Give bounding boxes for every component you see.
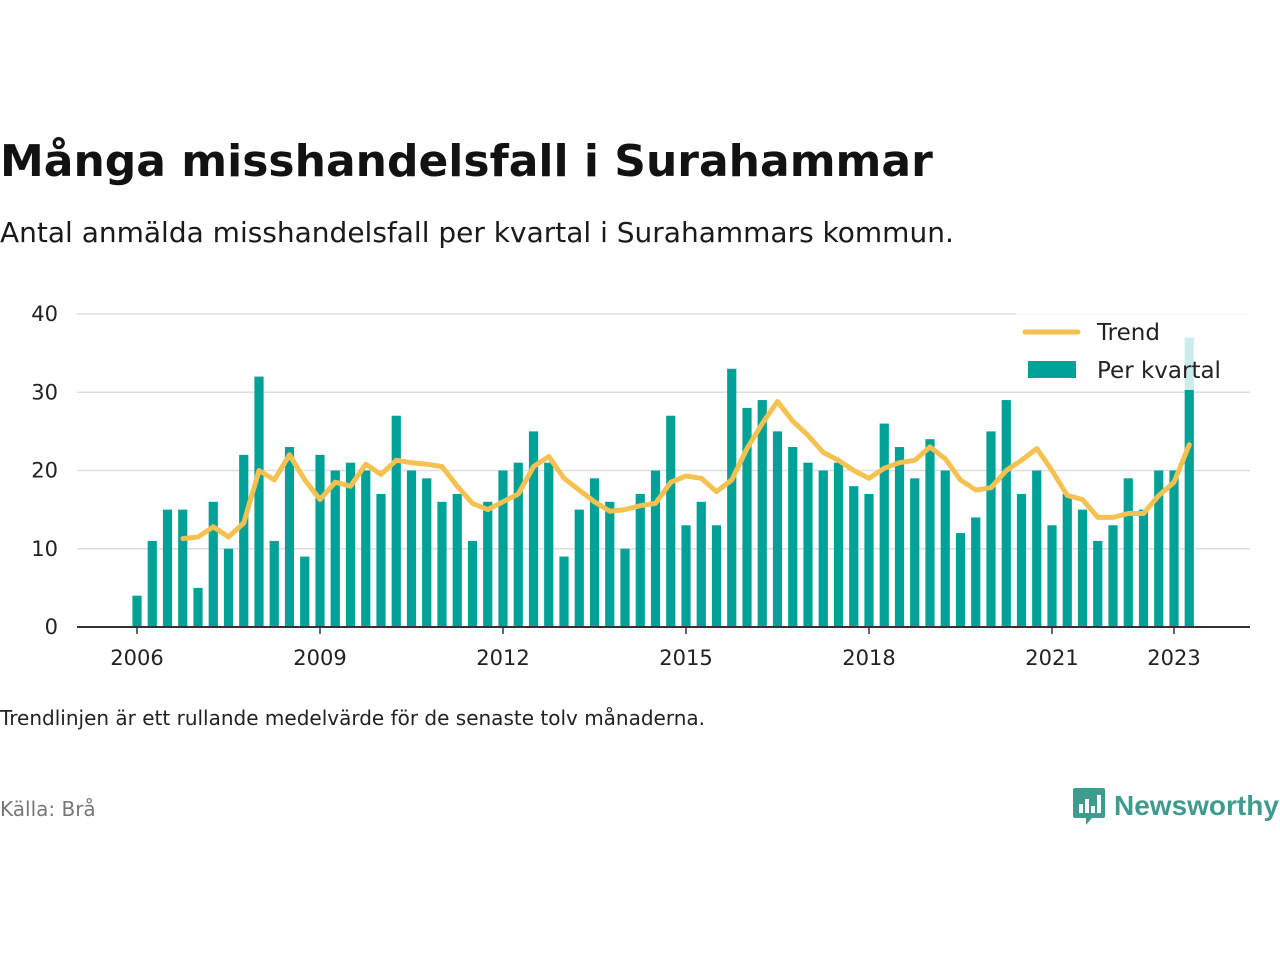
bar [727, 368, 737, 627]
bar [345, 462, 356, 627]
bar [910, 478, 920, 627]
bar [178, 509, 188, 627]
bar [406, 470, 417, 627]
bar [986, 431, 996, 627]
x-tick-label: 2021 [1025, 646, 1078, 670]
bar [1138, 509, 1149, 627]
x-tick-marks [136, 627, 1175, 634]
trend-line [180, 399, 1192, 542]
bar [132, 595, 142, 627]
bar [894, 447, 905, 627]
chart: 0 10 20 30 40 2006 2009 2012 2015 2018 2021 2023 T… [31, 302, 1250, 670]
bar [849, 486, 859, 627]
chart-title: Många misshandelsfall i Surahammar [0, 136, 933, 187]
bar [864, 493, 874, 627]
bar-series [132, 337, 1194, 627]
bar [574, 509, 584, 627]
bar [269, 540, 279, 627]
bar [1047, 525, 1057, 627]
bar [742, 407, 752, 627]
x-tick-label: 2006 [110, 646, 163, 670]
bar [711, 525, 722, 627]
bar [605, 501, 615, 627]
bar [254, 376, 264, 627]
bar [422, 478, 432, 627]
bar [559, 556, 569, 627]
bar [452, 493, 462, 627]
bar [925, 439, 935, 627]
bar [971, 517, 981, 627]
x-tick-label: 2023 [1147, 646, 1200, 670]
bar [528, 431, 539, 627]
bar [818, 470, 828, 627]
bar [1154, 470, 1164, 627]
bar [1169, 470, 1179, 627]
bar [300, 556, 310, 627]
bar [666, 415, 676, 627]
bar [208, 501, 218, 627]
chart-subtitle: Antal anmälda misshandelsfall per kvarta… [0, 216, 954, 249]
bar [498, 470, 508, 627]
bar [620, 548, 630, 627]
x-tick-label: 2018 [842, 646, 895, 670]
source-label: Källa: Brå [0, 797, 96, 821]
bar [833, 462, 844, 627]
bar [1001, 400, 1011, 627]
bar [879, 423, 889, 627]
bar [1032, 470, 1042, 627]
bar [1108, 525, 1118, 627]
bar [467, 540, 478, 627]
bar [483, 501, 493, 627]
bar [376, 493, 386, 627]
brand-logo[interactable]: Newsworthy [1072, 785, 1279, 827]
bar [940, 470, 950, 627]
y-tick-label: 10 [31, 537, 58, 561]
bar [696, 501, 706, 627]
bar [1016, 493, 1027, 627]
bar [147, 540, 157, 627]
x-tick-label: 2015 [659, 646, 712, 670]
legend-bar-label: Per kvartal [1097, 358, 1221, 384]
x-tick-labels: 2006 2009 2012 2015 2018 2021 2023 [110, 646, 1200, 670]
legend: Trend Per kvartal [1016, 312, 1250, 390]
bar [1093, 540, 1103, 627]
bar [391, 415, 401, 627]
y-tick-labels: 0 10 20 30 40 [31, 302, 58, 639]
bar [513, 462, 523, 627]
y-tick-label: 0 [45, 615, 58, 639]
x-tick-label: 2009 [293, 646, 346, 670]
bar [757, 400, 767, 627]
y-tick-label: 40 [31, 302, 58, 326]
bar [803, 462, 813, 627]
legend-trend-label: Trend [1096, 320, 1160, 346]
bar [544, 462, 554, 627]
bar [635, 493, 645, 627]
bar [772, 431, 783, 627]
bar [589, 478, 600, 627]
footnote: Trendlinjen är ett rullande medelvärde f… [0, 706, 706, 730]
bar [239, 454, 249, 627]
bar [193, 587, 203, 627]
bar [1123, 478, 1133, 627]
bar [361, 470, 371, 627]
bar [1062, 493, 1072, 627]
bar [315, 454, 325, 627]
y-tick-label: 30 [31, 380, 58, 404]
bar [1077, 509, 1088, 627]
bar [162, 509, 173, 627]
newsworthy-logo-icon [1073, 788, 1105, 825]
brand-name: Newsworthy [1114, 790, 1279, 821]
bar [1184, 337, 1194, 627]
legend-bar-swatch [1028, 361, 1076, 378]
bar [437, 501, 447, 627]
bar [223, 548, 234, 627]
bar [788, 447, 798, 627]
bar [330, 470, 340, 627]
x-tick-label: 2012 [476, 646, 529, 670]
bar [284, 447, 295, 627]
bar [650, 470, 661, 627]
bar [681, 525, 691, 627]
y-tick-label: 20 [31, 459, 58, 483]
bar [955, 533, 966, 627]
